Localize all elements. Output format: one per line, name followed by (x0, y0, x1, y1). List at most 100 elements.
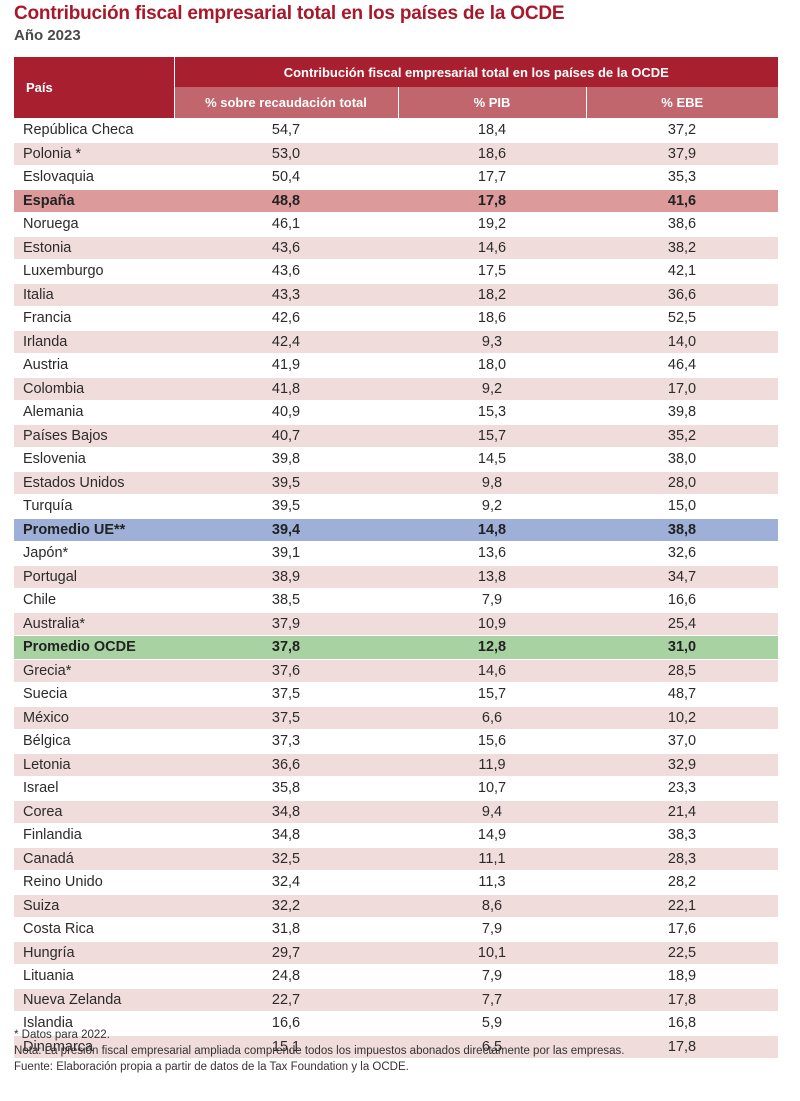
country-cell: Chile (14, 588, 174, 612)
pib-cell: 15,3 (398, 400, 586, 424)
table-body: República Checa 54,7 18,4 37,2 Polonia * 53,0… (14, 118, 779, 1058)
country-cell: Suecia (14, 682, 174, 706)
recaudacion-cell: 32,4 (174, 870, 398, 894)
ebe-cell: 28,5 (586, 658, 779, 683)
ebe-cell: 38,6 (586, 212, 779, 236)
recaudacion-cell: 34,8 (174, 799, 398, 824)
recaudacion-cell: 50,4 (174, 165, 398, 189)
country-cell: Promedio UE** (14, 517, 174, 542)
country-cell: Eslovenia (14, 447, 174, 471)
country-cell: Israel (14, 776, 174, 800)
country-cell: Francia (14, 306, 174, 330)
ebe-cell: 37,2 (586, 118, 779, 142)
pib-cell: 18,2 (398, 282, 586, 307)
table-row: Australia* 37,9 10,9 25,4 (14, 611, 779, 636)
pib-cell: 14,6 (398, 235, 586, 260)
country-cell: República Checa (14, 118, 174, 142)
ebe-cell: 38,3 (586, 823, 779, 847)
page-title: Contribución fiscal empresarial total en… (14, 3, 565, 24)
table-row: Reino Unido 32,4 11,3 28,2 (14, 870, 779, 894)
country-cell: México (14, 705, 174, 730)
pib-cell: 19,2 (398, 212, 586, 236)
country-cell: Noruega (14, 212, 174, 236)
recaudacion-cell: 37,5 (174, 682, 398, 706)
footnotes: * Datos para 2022. Nota: La presión fisc… (14, 1027, 624, 1075)
table-row: Suecia 37,5 15,7 48,7 (14, 682, 779, 706)
group-column-header: Contribución fiscal empresarial total en… (174, 57, 779, 87)
ebe-cell: 28,0 (586, 470, 779, 495)
recaudacion-cell: 32,5 (174, 846, 398, 871)
country-cell: Grecia* (14, 658, 174, 683)
pib-cell: 7,7 (398, 987, 586, 1012)
table-row: Lituania 24,8 7,9 18,9 (14, 964, 779, 988)
table-row: Hungría 29,7 10,1 22,5 (14, 940, 779, 965)
recaudacion-cell: 46,1 (174, 212, 398, 236)
pib-cell: 10,9 (398, 611, 586, 636)
table-row: Polonia * 53,0 18,6 37,9 (14, 141, 779, 166)
table-row: Irlanda 42,4 9,3 14,0 (14, 329, 779, 354)
ebe-cell: 38,2 (586, 235, 779, 260)
table-row: Promedio OCDE 37,8 12,8 31,0 (14, 635, 779, 659)
pib-cell: 15,7 (398, 682, 586, 706)
recaudacion-cell: 15,1 (174, 1034, 398, 1058)
recaudacion-cell: 41,9 (174, 353, 398, 377)
pib-cell: 7,9 (398, 588, 586, 612)
recaudacion-cell: 41,8 (174, 376, 398, 401)
pib-cell: 6,6 (398, 705, 586, 730)
pib-cell: 17,5 (398, 259, 586, 283)
table-row: Francia 42,6 18,6 52,5 (14, 306, 779, 330)
ebe-cell: 35,2 (586, 423, 779, 448)
country-cell: Luxemburgo (14, 259, 174, 283)
table-row: República Checa 54,7 18,4 37,2 (14, 118, 779, 142)
pib-cell: 7,9 (398, 964, 586, 988)
country-cell: Reino Unido (14, 870, 174, 894)
ebe-cell: 14,0 (586, 329, 779, 354)
recaudacion-cell: 32,2 (174, 893, 398, 918)
ebe-cell: 46,4 (586, 353, 779, 377)
country-cell: Australia* (14, 611, 174, 636)
pib-cell: 9,8 (398, 470, 586, 495)
ebe-cell: 39,8 (586, 400, 779, 424)
table-row: Países Bajos 40,7 15,7 35,2 (14, 423, 779, 448)
table-row: Corea 34,8 9,4 21,4 (14, 799, 779, 824)
pib-cell: 11,9 (398, 752, 586, 777)
recaudacion-cell: 37,8 (174, 635, 398, 659)
recaudacion-cell: 37,5 (174, 705, 398, 730)
pib-cell: 5,9 (398, 1011, 586, 1035)
country-column-header: País (14, 57, 175, 119)
recaudacion-cell: 35,8 (174, 776, 398, 800)
country-cell: Japón* (14, 541, 174, 565)
ebe-cell: 41,6 (586, 188, 779, 213)
table-row: Portugal 38,9 13,8 34,7 (14, 564, 779, 589)
ebe-cell: 18,9 (586, 964, 779, 988)
country-cell: Países Bajos (14, 423, 174, 448)
country-cell: Eslovaquia (14, 165, 174, 189)
country-cell: Finlandia (14, 823, 174, 847)
ebe-cell: 17,8 (586, 987, 779, 1012)
country-cell: Costa Rica (14, 917, 174, 941)
country-cell: España (14, 188, 174, 213)
recaudacion-cell: 54,7 (174, 118, 398, 142)
table-row: Noruega 46,1 19,2 38,6 (14, 212, 779, 236)
country-cell: Austria (14, 353, 174, 377)
ebe-cell: 10,2 (586, 705, 779, 730)
table-row: Letonia 36,6 11,9 32,9 (14, 752, 779, 777)
recaudacion-cell: 37,6 (174, 658, 398, 683)
pib-cell: 15,7 (398, 423, 586, 448)
country-cell: Suiza (14, 893, 174, 918)
pib-cell: 14,5 (398, 447, 586, 471)
pib-cell: 15,6 (398, 729, 586, 753)
pib-cell: 13,6 (398, 541, 586, 565)
ebe-cell: 15,0 (586, 494, 779, 518)
table-row: Costa Rica 31,8 7,9 17,6 (14, 917, 779, 941)
table-row: Bélgica 37,3 15,6 37,0 (14, 729, 779, 753)
pib-cell: 17,7 (398, 165, 586, 189)
country-cell: Estonia (14, 235, 174, 260)
ebe-cell: 16,8 (586, 1011, 779, 1035)
ebe-cell: 32,6 (586, 541, 779, 565)
country-cell: Polonia * (14, 141, 174, 166)
recaudacion-cell: 36,6 (174, 752, 398, 777)
recaudacion-cell: 42,6 (174, 306, 398, 330)
country-cell: Colombia (14, 376, 174, 401)
